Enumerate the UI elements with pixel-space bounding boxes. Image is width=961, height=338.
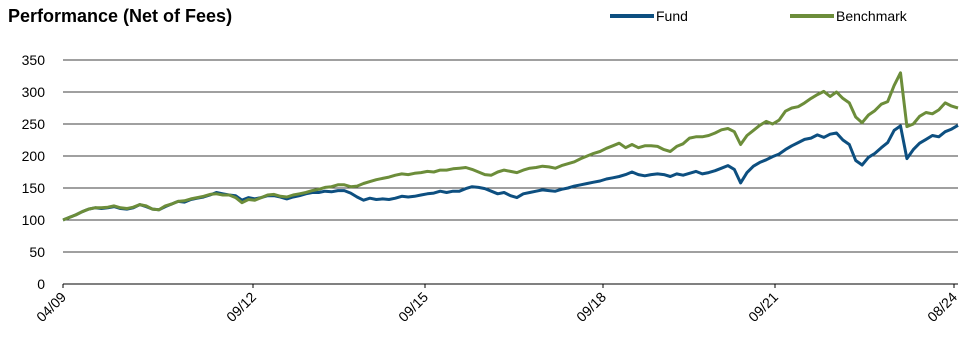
y-tick-label-50: 50 [29,244,45,260]
legend-item-benchmark: Benchmark [790,8,907,24]
x-tick-label-3: 09/18 [573,289,609,325]
legend-swatch-benchmark [790,14,834,18]
y-tick-label-250: 250 [22,116,46,132]
chart-title: Performance (Net of Fees) [8,6,233,26]
y-tick-label-150: 150 [22,180,46,196]
y-tick-label-200: 200 [22,148,46,164]
series-line-benchmark [62,71,959,222]
x-tick-label-5: 08/24 [924,289,960,325]
x-tick-label-0: 04/09 [33,289,69,325]
x-tick-label-2: 09/15 [395,289,431,325]
y-tick-label-350: 350 [22,52,46,68]
legend-label-benchmark: Benchmark [836,8,907,24]
legend-label-fund: Fund [656,8,688,24]
x-tick-label-4: 09/21 [745,289,781,325]
x-tick-label-1: 09/12 [223,289,259,325]
legend-swatch-fund [610,14,654,18]
y-tick-label-100: 100 [22,212,46,228]
y-tick-label-300: 300 [22,84,46,100]
legend-item-fund: Fund [610,8,688,24]
y-tick-label-0: 0 [37,276,45,292]
